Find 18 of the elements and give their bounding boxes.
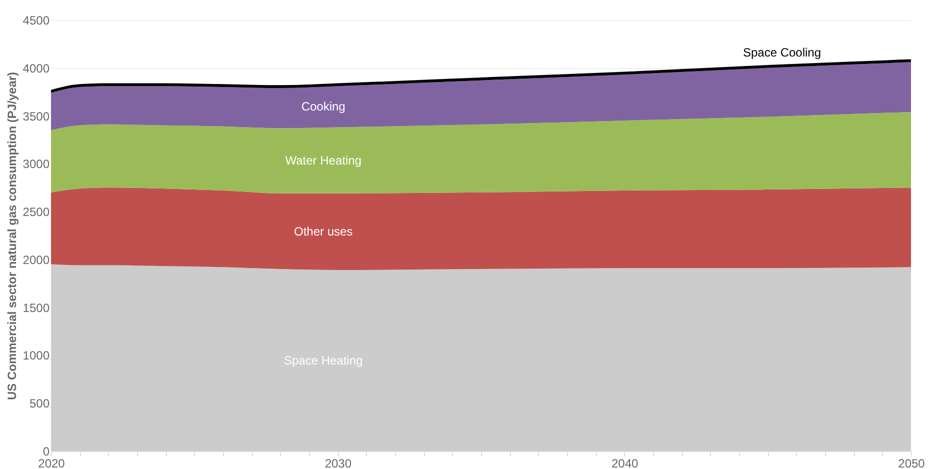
y-tick-label: 3000 <box>22 157 50 172</box>
series-label: Space Cooling <box>742 46 822 60</box>
y-tick-label: 0 <box>42 444 50 458</box>
x-tick-label: 2030 <box>324 456 352 469</box>
y-tick-label: 1500 <box>22 300 50 315</box>
y-tick-label: 4000 <box>22 61 50 76</box>
series-label: Cooking <box>301 100 346 114</box>
series-label: Other uses <box>294 224 353 239</box>
y-tick-label: 2500 <box>22 205 50 220</box>
x-tick-label: 2020 <box>38 456 66 469</box>
y-tick-label: 1000 <box>22 348 50 363</box>
y-axis-title: US Commercial sector natural gas consumption (PJ/year) <box>4 72 19 400</box>
y-tick-label: 2000 <box>22 252 50 267</box>
y-tick-label: 4500 <box>22 14 50 28</box>
x-tick-label: 2050 <box>898 456 926 469</box>
y-tick-label: 500 <box>29 396 50 411</box>
x-tick-label: 2040 <box>611 456 639 469</box>
y-tick-label: 3500 <box>22 109 50 124</box>
